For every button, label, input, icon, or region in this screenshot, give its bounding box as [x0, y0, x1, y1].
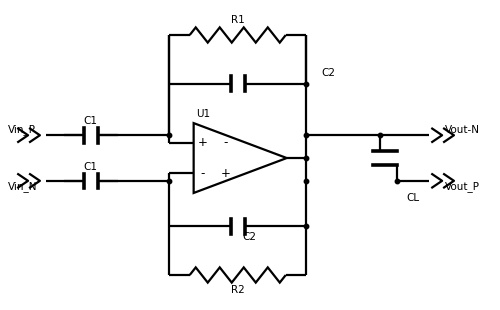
Text: C2: C2 — [321, 68, 335, 78]
Text: CL: CL — [407, 193, 420, 203]
Text: Vin_P: Vin_P — [8, 124, 36, 135]
Text: -: - — [224, 136, 228, 149]
Text: Vout_P: Vout_P — [446, 181, 480, 192]
Text: R1: R1 — [231, 15, 244, 25]
Text: C1: C1 — [84, 162, 98, 172]
Text: -: - — [200, 167, 204, 180]
Text: U1: U1 — [196, 108, 210, 118]
Text: C2: C2 — [242, 232, 256, 242]
Text: R2: R2 — [231, 285, 244, 295]
Text: C1: C1 — [84, 116, 98, 126]
Polygon shape — [194, 123, 287, 193]
Text: +: + — [198, 136, 207, 149]
Text: Vin_N: Vin_N — [8, 181, 37, 192]
Text: Vout-N: Vout-N — [446, 125, 480, 135]
Text: +: + — [220, 167, 230, 180]
